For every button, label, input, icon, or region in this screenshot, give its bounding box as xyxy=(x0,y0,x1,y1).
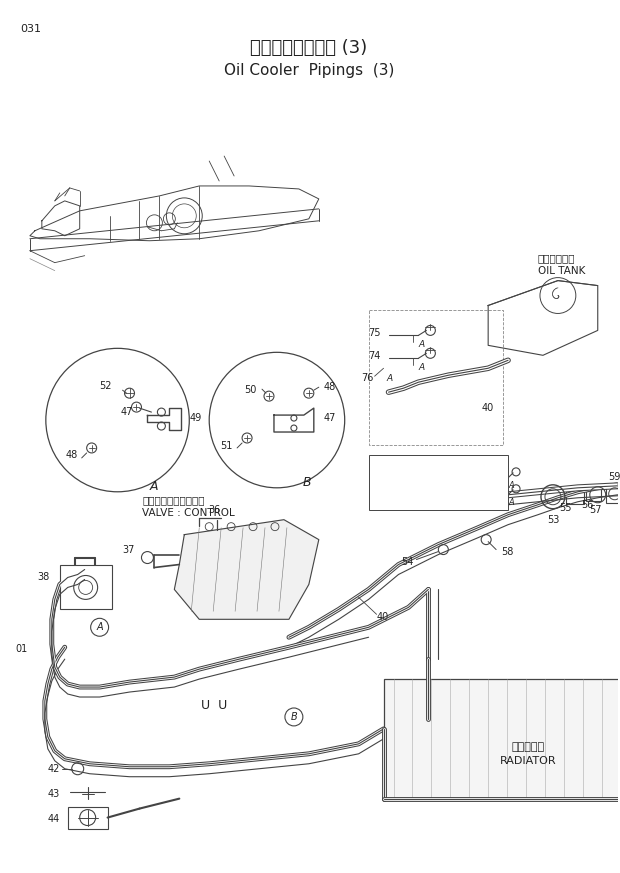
Text: VALVE : CONTROL: VALVE : CONTROL xyxy=(143,508,235,518)
Text: 47: 47 xyxy=(120,407,133,417)
Text: A: A xyxy=(418,340,425,349)
Text: 01: 01 xyxy=(16,644,28,654)
Text: 53: 53 xyxy=(547,515,559,525)
Text: 49: 49 xyxy=(189,413,202,423)
Text: U  U: U U xyxy=(201,699,228,712)
Text: A: A xyxy=(418,363,425,372)
Text: B: B xyxy=(291,712,297,722)
Text: S/N: S/N xyxy=(374,463,390,472)
Text: オイルタンク: オイルタンク xyxy=(538,254,575,264)
Text: Oil Cooler  Pipings  (3): Oil Cooler Pipings (3) xyxy=(224,64,394,79)
Text: 54: 54 xyxy=(401,556,414,567)
Text: 74: 74 xyxy=(458,485,470,495)
Bar xyxy=(68,807,108,828)
Bar xyxy=(606,485,620,503)
Text: 45: 45 xyxy=(430,473,443,483)
Text: 50: 50 xyxy=(245,385,257,395)
Text: 43: 43 xyxy=(48,788,60,799)
Text: 48: 48 xyxy=(66,450,78,460)
Text: 40: 40 xyxy=(376,612,389,622)
Text: 59: 59 xyxy=(608,471,620,482)
Text: 44: 44 xyxy=(48,814,60,823)
Text: 38: 38 xyxy=(38,573,50,582)
Bar xyxy=(586,489,601,501)
Bar xyxy=(369,311,503,445)
Text: 58: 58 xyxy=(501,546,513,557)
Text: 37: 37 xyxy=(122,545,135,554)
Text: RADIATOR: RADIATOR xyxy=(500,756,556,766)
Text: バルブ：コントロール: バルブ：コントロール xyxy=(143,495,205,505)
Text: 74: 74 xyxy=(368,351,381,361)
Text: 75: 75 xyxy=(458,467,470,477)
Text: A: A xyxy=(508,498,514,507)
Text: 51: 51 xyxy=(219,441,232,451)
Text: ラジェータ: ラジェータ xyxy=(512,742,544,752)
Text: 42: 42 xyxy=(47,764,60,773)
Text: 76: 76 xyxy=(361,374,374,383)
Text: 031: 031 xyxy=(20,24,41,33)
Text: 52: 52 xyxy=(99,382,112,391)
Bar xyxy=(60,565,112,609)
Text: A: A xyxy=(96,622,103,632)
Text: 57: 57 xyxy=(590,505,602,515)
Text: OIL TANK: OIL TANK xyxy=(538,265,585,276)
Text: 75: 75 xyxy=(368,328,381,339)
Bar xyxy=(566,490,584,504)
Text: オイルクーラ配管 (3): オイルクーラ配管 (3) xyxy=(250,39,368,58)
Text: B: B xyxy=(303,477,311,490)
Text: 40: 40 xyxy=(482,403,494,413)
Text: 48: 48 xyxy=(324,382,336,392)
Text: LC    08475~08623: LC 08475~08623 xyxy=(374,487,456,496)
Polygon shape xyxy=(174,519,319,619)
Text: 36: 36 xyxy=(208,505,220,515)
Text: A: A xyxy=(150,480,159,493)
Text: 47: 47 xyxy=(324,413,336,423)
Text: 56: 56 xyxy=(582,499,594,510)
Text: 55: 55 xyxy=(560,503,572,512)
Bar xyxy=(369,455,508,510)
Bar xyxy=(384,679,620,799)
Text: A: A xyxy=(386,374,392,382)
Text: STD  06454~08623: STD 06454~08623 xyxy=(374,475,456,484)
Text: A: A xyxy=(508,481,514,491)
